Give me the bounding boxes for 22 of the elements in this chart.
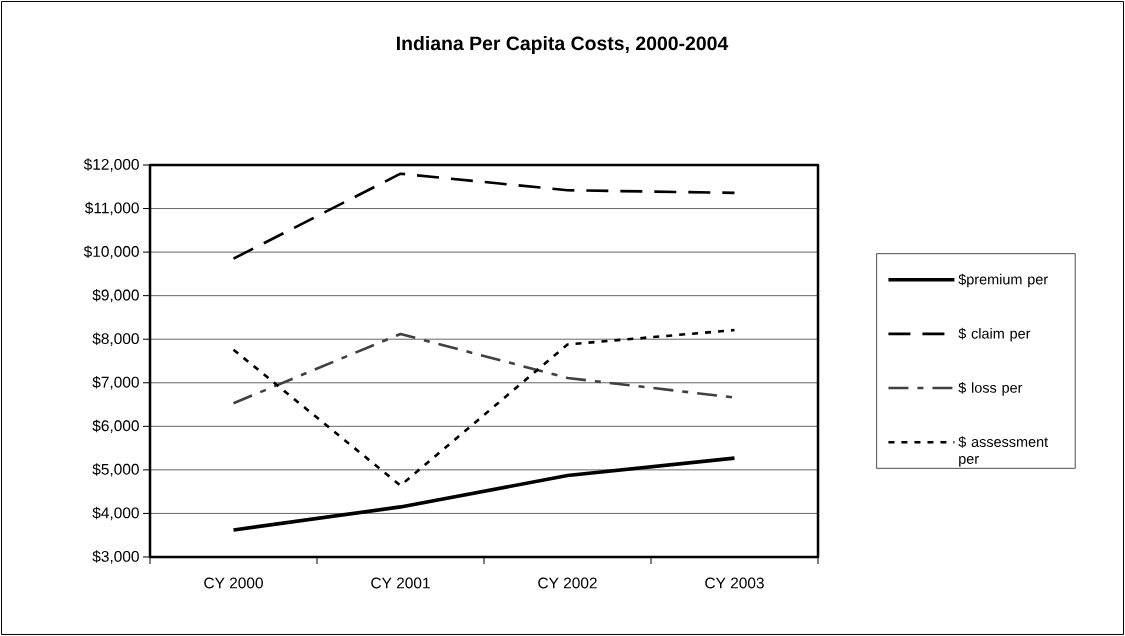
legend-label: $ loss per — [958, 381, 1023, 396]
x-tick-label: CY 2003 — [705, 577, 764, 589]
y-tick-label: $9,000 — [92, 288, 139, 303]
legend-label: $ claim per — [958, 327, 1031, 342]
y-tick-label: $11,000 — [84, 201, 139, 216]
line-series — [231, 456, 737, 532]
x-tick-label: CY 2000 — [204, 577, 263, 589]
y-tick-label: $10,000 — [83, 245, 139, 259]
x-tick-label: CY 2002 — [538, 577, 597, 589]
line-series — [232, 172, 736, 260]
chart-title: Indiana Per Capita Costs, 2000-2004 — [397, 35, 729, 55]
y-tick-label: $6,000 — [92, 419, 139, 434]
x-tick-label: CY 2001 — [371, 577, 430, 589]
y-tick-label: $3,000 — [92, 550, 139, 564]
y-tick-label: $5,000 — [92, 463, 139, 477]
legend-label: $premium per — [958, 273, 1048, 288]
y-tick-label: $12,000 — [83, 158, 139, 172]
legend-label: $ assessment per — [958, 436, 1049, 467]
y-tick-label: $7,000 — [92, 376, 139, 390]
y-tick-label: $8,000 — [92, 332, 139, 346]
line-series — [232, 328, 736, 487]
y-tick-label: $4,000 — [92, 506, 139, 521]
